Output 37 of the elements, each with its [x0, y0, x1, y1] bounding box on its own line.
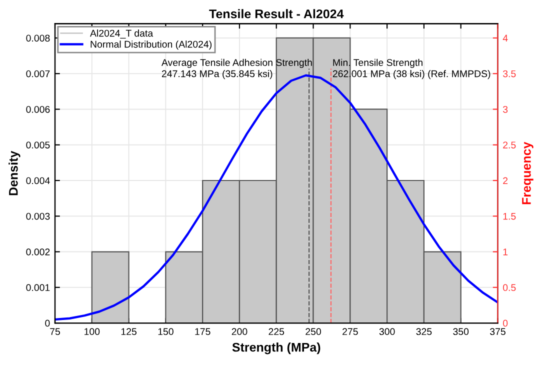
y2-tick-label: 2.5: [503, 142, 516, 148]
x-axis-title: Strength (MPa): [232, 342, 320, 354]
y2-tick-label: 4: [502, 34, 508, 42]
y2-axis-title: Frequency: [522, 142, 534, 204]
y2-tick-label: 1.5: [503, 212, 516, 220]
x-tick-label: 250: [306, 328, 321, 336]
x-tick-label: 325: [416, 328, 432, 336]
x-tick-label: 375: [490, 328, 506, 336]
x-tick-label: 175: [195, 328, 210, 336]
y-tick-label: 0.008: [26, 34, 50, 42]
x-tick-label: 200: [232, 328, 248, 336]
legend-label: Normal Distribution (Al2024): [90, 40, 212, 50]
x-tick-label: 225: [268, 328, 284, 336]
y-tick-label: 0.001: [26, 284, 50, 292]
y-tick-label: 0.006: [26, 106, 50, 113]
x-tick-label: 275: [342, 328, 358, 336]
x-tick-label: 75: [50, 328, 60, 336]
x-tick-label: 350: [453, 328, 469, 336]
x-tick-label: 150: [158, 328, 174, 336]
y2-tick-label: 2: [503, 177, 508, 184]
x-tick-label: 300: [379, 328, 395, 336]
x-tick-label: 100: [84, 328, 100, 336]
y2-tick-label: 0.5: [502, 284, 516, 292]
y-tick-label: 0.003: [26, 212, 50, 220]
y2-tick-label: 3.5: [502, 70, 516, 78]
x-tick-label: 125: [121, 328, 136, 336]
y2-tick-label: 0: [502, 320, 508, 327]
y-tick-label: 0.004: [26, 177, 50, 184]
legend-label: Al2024_T data: [90, 30, 154, 39]
y-axis-title: Density: [8, 150, 20, 196]
y-tick-label: 0.002: [26, 248, 50, 256]
y2-tick-label: 1: [503, 248, 508, 256]
y-tick-label: 0.005: [26, 142, 50, 148]
y-tick-label: 0: [45, 320, 50, 327]
y2-tick-label: 3: [502, 106, 508, 113]
y-tick-label: 0.007: [26, 70, 50, 78]
chart-title: Tensile Result - Al2024: [209, 9, 344, 18]
